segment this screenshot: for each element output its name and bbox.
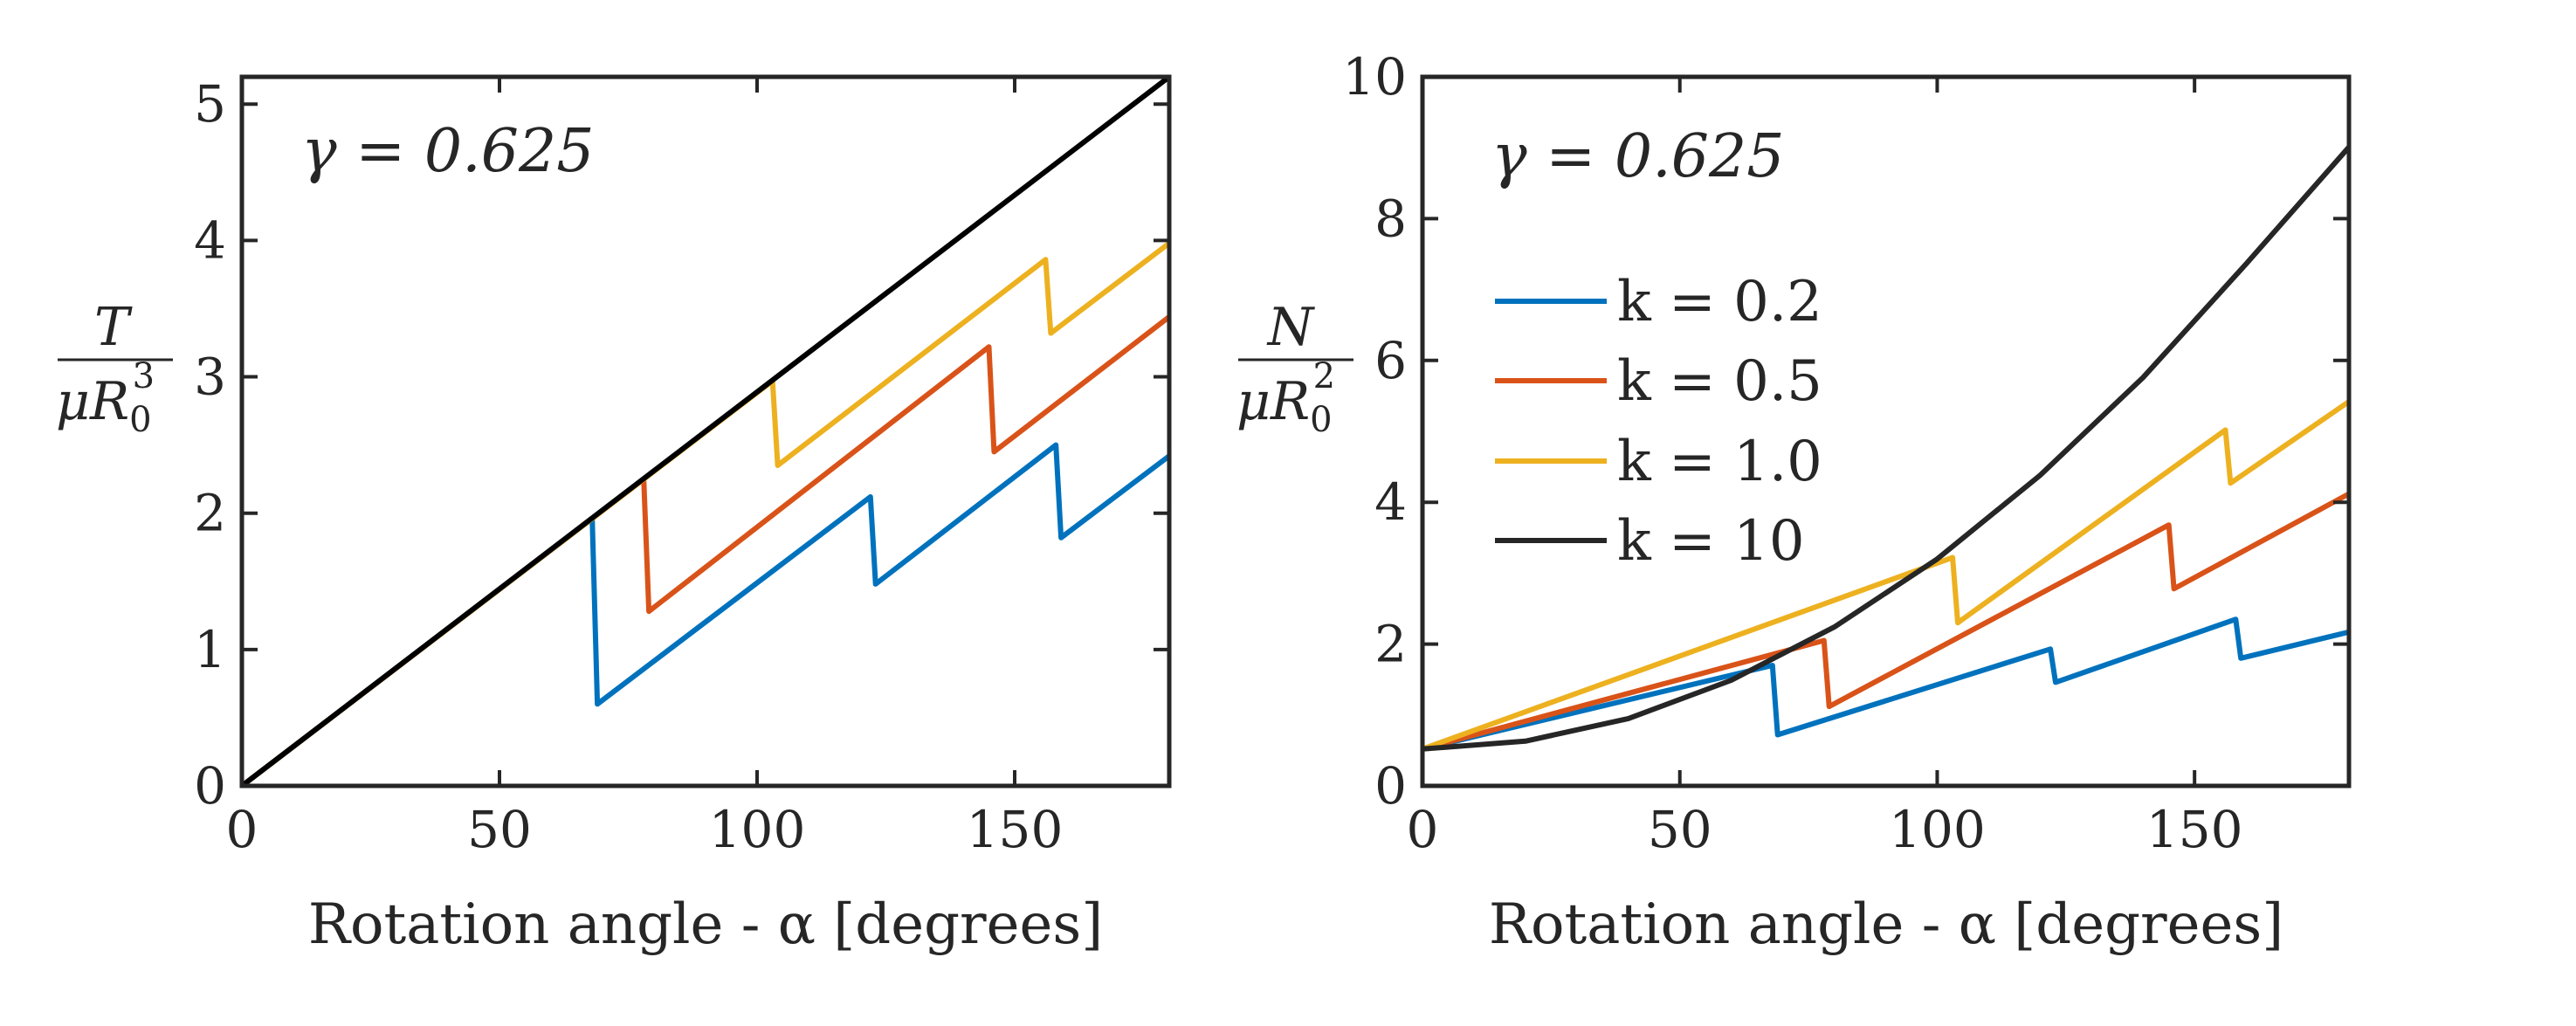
normal-ytick-label-4: 8 (1374, 189, 1407, 248)
torque-xlabel: Rotation angle - α [degrees] (308, 892, 1103, 957)
torque-xtick-label-3: 150 (967, 800, 1064, 859)
torque-xtick-label-0: 0 (226, 800, 258, 859)
torque-series-line-1 (242, 314, 1169, 786)
normal-xlabel: Rotation angle - α [degrees] (1489, 892, 2283, 957)
torque-series-group (242, 77, 1169, 786)
torque-ylabel-numerator: T (94, 297, 133, 358)
normal-ytick-label-5: 10 (1342, 47, 1407, 107)
normal-xtick-label-2: 100 (1889, 800, 1986, 859)
normal-ylabel-denominator: μR02 (1236, 356, 1335, 440)
legend: k = 0.2 k = 0.5 k = 1.0 k = 10 (1495, 270, 1822, 574)
normal-series-line-1 (1422, 491, 2349, 752)
normal-ylabel-sub: 0 (1310, 400, 1332, 440)
torque-annotation: γ = 0.625 (301, 117, 595, 186)
torque-ylabel-denominator-base: μR (56, 371, 129, 432)
normal-ytick-label-3: 6 (1374, 331, 1407, 390)
normal-ylabel-sup: 2 (1313, 356, 1335, 396)
torque-chart: T μR03 Rotation angle - α [degrees] γ = … (56, 74, 1172, 957)
normal-series-line-2 (1422, 399, 2349, 752)
torque-ytick-label-0: 0 (194, 756, 226, 816)
torque-ytick-label-5: 5 (194, 74, 226, 134)
legend-entry-k-0-5: k = 0.5 (1617, 349, 1822, 414)
torque-xtick-label-2: 100 (709, 800, 806, 859)
torque-series-line-2 (242, 241, 1169, 786)
normal-ytick-label-2: 4 (1374, 472, 1407, 532)
torque-series-line-3 (242, 77, 1169, 786)
normal-ytick-label-0: 0 (1374, 756, 1407, 816)
normal-ylabel-numerator: N (1266, 297, 1316, 358)
normal-xtick-label-1: 50 (1648, 800, 1712, 859)
legend-entry-k-0-2: k = 0.2 (1617, 270, 1822, 334)
torque-ytick-label-2: 2 (194, 484, 226, 543)
normal-series-group (1422, 145, 2349, 752)
torque-ylabel-sup: 3 (133, 356, 155, 396)
torque-ytick-label-3: 3 (194, 348, 226, 407)
legend-entry-k-1-0: k = 1.0 (1617, 430, 1822, 494)
normal-series-line-3 (1422, 145, 2349, 752)
torque-ylabel-sub: 0 (129, 400, 151, 440)
normal-force-chart: N μR02 Rotation angle - α [degrees] γ = … (1236, 47, 2352, 957)
normal-xtick-label-3: 150 (2146, 800, 2243, 859)
torque-series-line-0 (242, 442, 1169, 786)
normal-ytick-label-1: 2 (1374, 615, 1407, 674)
normal-xtick-label-0: 0 (1407, 800, 1439, 859)
normal-plot-frame (1420, 74, 2352, 788)
legend-entry-k-10: k = 10 (1617, 509, 1805, 574)
torque-ylabel-denominator: μR03 (56, 356, 155, 440)
torque-xtick-label-1: 50 (467, 800, 532, 859)
torque-ytick-label-4: 4 (194, 210, 226, 270)
normal-annotation: γ = 0.625 (1491, 122, 1785, 191)
torque-plot-frame (239, 74, 1172, 788)
normal-series-line-0 (1422, 616, 2349, 752)
torque-ytick-label-1: 1 (194, 620, 226, 679)
normal-ylabel-denominator-base: μR (1236, 371, 1310, 432)
